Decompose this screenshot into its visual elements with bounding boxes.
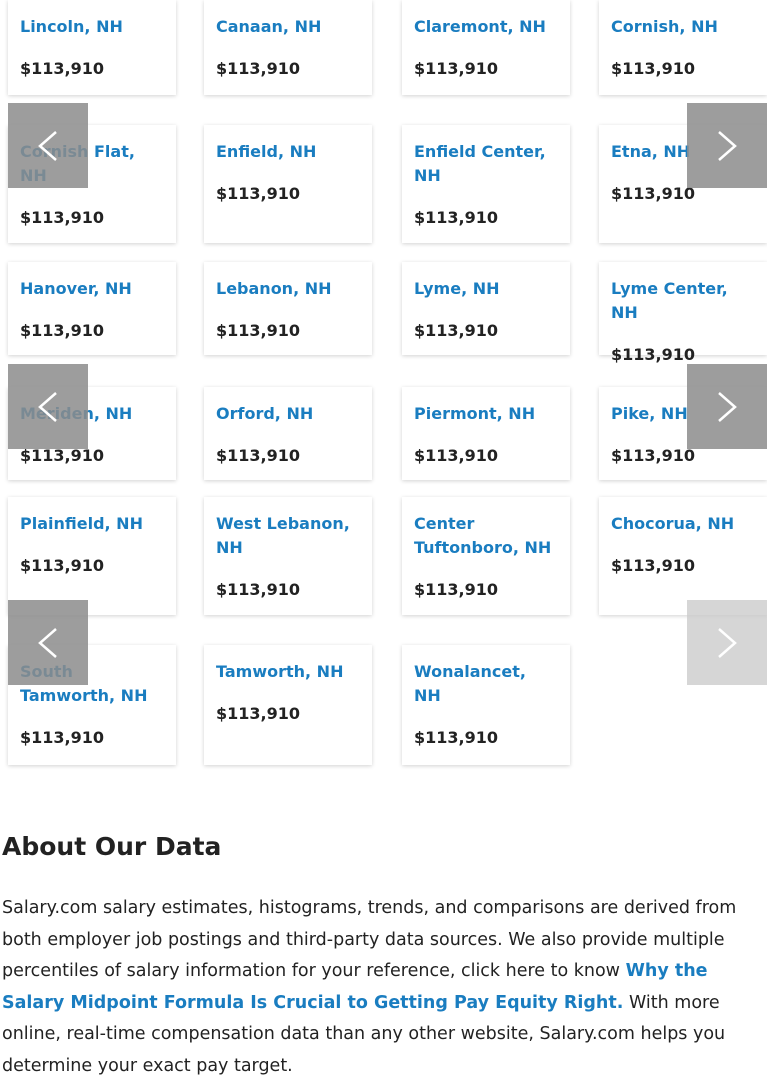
- salary: $113,910: [20, 446, 105, 465]
- location-card[interactable]: Enfield, NH $113,910: [204, 125, 372, 243]
- next-arrow: [687, 600, 767, 685]
- prev-arrow[interactable]: [8, 600, 88, 685]
- salary: $113,910: [20, 321, 105, 340]
- salary: $113,910: [20, 208, 105, 227]
- salary: $113,910: [414, 728, 499, 747]
- salary: $113,910: [20, 59, 105, 78]
- salary: $113,910: [216, 704, 301, 723]
- salary: $113,910: [414, 321, 499, 340]
- next-arrow[interactable]: [687, 364, 767, 449]
- location-card[interactable]: Plainfield, NH $113,910: [8, 497, 176, 615]
- salary: $113,910: [414, 59, 499, 78]
- city-name[interactable]: Pike, NH: [611, 404, 688, 423]
- location-card[interactable]: Cornish, NH $113,910: [599, 0, 767, 95]
- city-name[interactable]: Enfield, NH: [216, 142, 317, 161]
- city-name[interactable]: Canaan, NH: [216, 17, 322, 36]
- location-card[interactable]: Claremont, NH $113,910: [402, 0, 570, 95]
- section-text: Salary.com salary estimates, histograms,…: [2, 893, 767, 1080]
- prev-arrow[interactable]: [8, 364, 88, 449]
- location-card[interactable]: Center Tuftonboro, NH $113,910: [402, 497, 570, 615]
- salary: $113,910: [20, 728, 105, 747]
- location-card[interactable]: West Lebanon, NH $113,910: [204, 497, 372, 615]
- section-title: About Our Data: [2, 832, 222, 861]
- city-name[interactable]: Plainfield, NH: [20, 514, 143, 533]
- city-name[interactable]: Hanover, NH: [20, 279, 132, 298]
- text: With more online, real-time compensation…: [2, 992, 726, 1076]
- next-arrow[interactable]: [687, 103, 767, 188]
- city-name[interactable]: Tamworth, NH: [216, 662, 344, 681]
- location-card[interactable]: Lincoln, NH $113,910: [8, 0, 176, 95]
- salary: $113,910: [414, 446, 499, 465]
- location-card[interactable]: Canaan, NH $113,910: [204, 0, 372, 95]
- city-name[interactable]: Etna, NH: [611, 142, 691, 161]
- salary: $113,910: [414, 208, 499, 227]
- city-name[interactable]: Claremont, NH: [414, 17, 546, 36]
- salary: $113,910: [414, 580, 499, 599]
- location-card[interactable]: Chocorua, NH $113,910: [599, 497, 767, 615]
- salary: $113,910: [216, 446, 301, 465]
- location-card[interactable]: Enfield Center, NH $113,910: [402, 125, 570, 243]
- city-name[interactable]: Center Tuftonboro, NH: [414, 514, 552, 557]
- location-card[interactable]: Orford, NH $113,910: [204, 387, 372, 480]
- salary: $113,910: [216, 580, 301, 599]
- text: Salary.com salary estimates, histograms,…: [2, 898, 737, 981]
- salary: $113,910: [611, 556, 696, 575]
- salary: $113,910: [216, 321, 301, 340]
- salary: $113,910: [216, 59, 301, 78]
- prev-arrow[interactable]: [8, 103, 88, 188]
- city-name[interactable]: Lyme Center, NH: [611, 279, 728, 322]
- city-name[interactable]: Lincoln, NH: [20, 17, 123, 36]
- location-card[interactable]: Tamworth, NH $113,910: [204, 645, 372, 765]
- salary: $113,910: [611, 184, 696, 203]
- location-card[interactable]: Lebanon, NH $113,910: [204, 262, 372, 355]
- city-name[interactable]: Enfield Center, NH: [414, 142, 546, 185]
- city-name[interactable]: Piermont, NH: [414, 404, 536, 423]
- city-name[interactable]: Cornish, NH: [611, 17, 718, 36]
- location-card[interactable]: Wonalancet, NH $113,910: [402, 645, 570, 765]
- salary: $113,910: [20, 556, 105, 575]
- city-name[interactable]: Wonalancet, NH: [414, 662, 526, 705]
- city-name[interactable]: Chocorua, NH: [611, 514, 735, 533]
- salary: $113,910: [611, 345, 696, 364]
- city-name[interactable]: Orford, NH: [216, 404, 314, 423]
- location-card[interactable]: Hanover, NH $113,910: [8, 262, 176, 355]
- salary: $113,910: [611, 59, 696, 78]
- city-name[interactable]: Lebanon, NH: [216, 279, 332, 298]
- city-name[interactable]: West Lebanon, NH: [216, 514, 350, 557]
- city-name[interactable]: Lyme, NH: [414, 279, 500, 298]
- salary: $113,910: [611, 446, 696, 465]
- link[interactable]: Why the Salary Midpoint Formula Is Cruci…: [2, 961, 708, 1013]
- location-card[interactable]: Lyme, NH $113,910: [402, 262, 570, 355]
- location-card[interactable]: Piermont, NH $113,910: [402, 387, 570, 480]
- location-card[interactable]: Lyme Center, NH $113,910: [599, 262, 767, 364]
- salary: $113,910: [216, 184, 301, 203]
